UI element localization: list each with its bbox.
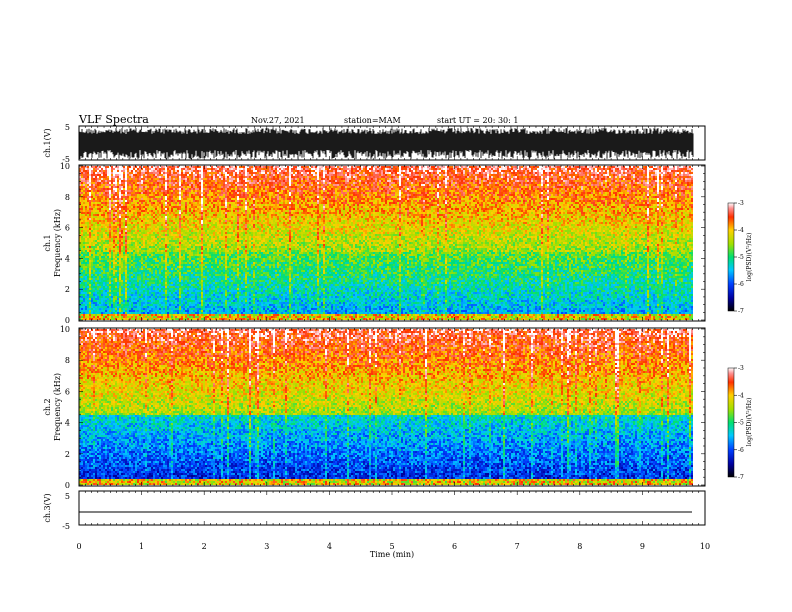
x-tick-label: 9 bbox=[640, 542, 645, 551]
x-tick-label: 7 bbox=[515, 542, 520, 551]
colorbar-tick-label: -5 bbox=[738, 420, 744, 427]
ch2-spectrogram-image bbox=[79, 329, 693, 485]
ch1-spectrogram-ylabel-frequency: Frequency (kHz) bbox=[53, 209, 62, 277]
figure-title: VLF Spectra bbox=[78, 113, 149, 126]
y-tick-label: 0 bbox=[65, 481, 70, 490]
colorbar-tick-label: -4 bbox=[738, 227, 744, 234]
ch1-ytick-top: 5 bbox=[65, 123, 70, 132]
y-tick-label: 10 bbox=[60, 162, 70, 171]
x-tick-label: 1 bbox=[139, 542, 144, 551]
y-tick-label: 0 bbox=[65, 316, 70, 325]
start-time-label: start UT = 20: 30: 1 bbox=[437, 116, 518, 125]
y-tick-label: 2 bbox=[65, 285, 70, 294]
y-tick-label: 10 bbox=[60, 325, 70, 334]
ch2-colorbar bbox=[728, 368, 734, 477]
ch1-colorbar-ticks: -3 -4 -5 -6 -7 bbox=[734, 200, 744, 315]
colorbar-tick-label: -6 bbox=[738, 447, 744, 454]
y-tick-label: 8 bbox=[65, 193, 70, 202]
x-tick-label: 6 bbox=[452, 542, 457, 551]
ch2-spectrogram-ylabel-channel: ch.2 bbox=[43, 398, 52, 415]
colorbar-tick-label: -7 bbox=[738, 308, 744, 315]
colorbar-tick-label: -5 bbox=[738, 254, 744, 261]
x-tick-label: 8 bbox=[577, 542, 582, 551]
ch1-waveform-panel: 5 -5 ch.1(V) bbox=[43, 123, 705, 164]
colorbar-tick-label: -3 bbox=[738, 365, 744, 372]
colorbar-tick-label: -3 bbox=[738, 200, 744, 207]
y-tick-label: 6 bbox=[65, 387, 70, 396]
date-label: Nov.27, 2021 bbox=[251, 116, 305, 125]
y-tick-label: 2 bbox=[65, 450, 70, 459]
ch1-spectrogram-ylabel-channel: ch.1 bbox=[43, 234, 52, 251]
ch1-colorbar-label: log(PSD)(V²/Hz) bbox=[746, 233, 753, 282]
ch2-colorbar-ticks: -3 -4 -5 -6 -7 bbox=[734, 365, 744, 481]
x-tick-label: 0 bbox=[76, 542, 81, 551]
ch1-waveform-trace bbox=[79, 128, 693, 159]
ch2-colorbar-label: log(PSD)(V²/Hz) bbox=[746, 398, 753, 447]
ch1-waveform-ylabel: ch.1(V) bbox=[43, 128, 52, 157]
time-axis-label: Time (min) bbox=[370, 550, 414, 559]
station-label: station=MAM bbox=[344, 116, 401, 125]
y-tick-label: 6 bbox=[65, 224, 70, 233]
colorbar-tick-label: -6 bbox=[738, 281, 744, 288]
colorbar-tick-label: -7 bbox=[738, 474, 744, 481]
x-tick-label: 2 bbox=[202, 542, 207, 551]
y-tick-label: 8 bbox=[65, 356, 70, 365]
ch3-waveform-frame bbox=[79, 491, 705, 525]
y-tick-label: 4 bbox=[65, 419, 70, 428]
ch1-colorbar bbox=[728, 203, 734, 311]
ch1-waveform-path bbox=[79, 128, 693, 159]
colorbar-tick-label: -4 bbox=[738, 392, 744, 399]
ch3-waveform-ylabel: ch.3(V) bbox=[43, 493, 52, 522]
x-tick-label: 10 bbox=[700, 542, 710, 551]
ch2-spectrogram-ylabel-frequency: Frequency (kHz) bbox=[53, 373, 62, 441]
x-tick-label: 4 bbox=[327, 542, 332, 551]
x-tick-label: 3 bbox=[264, 542, 269, 551]
ch3-ytick-bottom: -5 bbox=[62, 522, 70, 531]
ch3-ytick-top: 5 bbox=[65, 492, 70, 501]
y-tick-label: 4 bbox=[65, 254, 70, 263]
ch1-spectrogram-image bbox=[79, 166, 693, 320]
